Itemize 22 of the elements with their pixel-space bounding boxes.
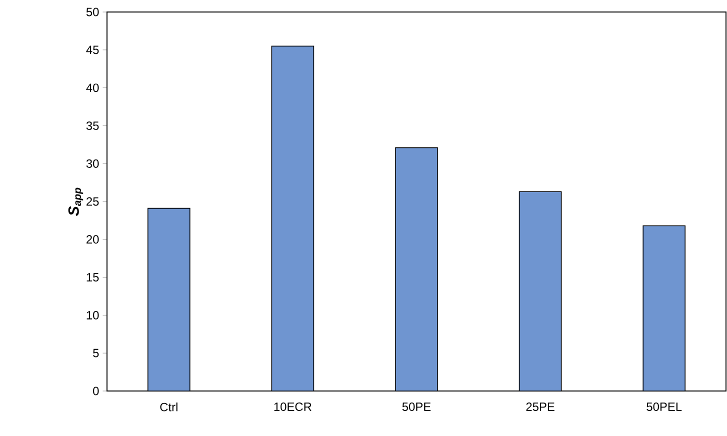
y-tick-label: 25 (86, 197, 99, 206)
bar (271, 46, 314, 391)
bar (395, 147, 438, 391)
y-tick-label: 10 (86, 310, 99, 320)
y-tick-label: 45 (86, 46, 99, 54)
y-tick-label: 15 (86, 273, 99, 282)
x-tick-label: 25PE (526, 402, 554, 411)
y-axis-title: S$_{app}$ (68, 188, 84, 216)
y-tick-label: 0 (93, 386, 99, 396)
x-tick-label: 10ECR (274, 402, 312, 411)
bar (642, 225, 686, 391)
bar (518, 191, 562, 391)
x-tick-label: Ctrl (160, 402, 178, 412)
y-tick-label: 40 (86, 84, 99, 92)
bar (148, 208, 190, 391)
x-tick-label: 50PEL (646, 402, 682, 411)
y-tick-label: 50 (86, 8, 99, 16)
y-tick-label: 35 (86, 121, 99, 130)
y-tick-label: 30 (86, 159, 99, 168)
x-tick-label: 50PE (402, 402, 431, 411)
y-tick-label: 5 (93, 348, 99, 358)
y-tick-label: 20 (86, 235, 99, 244)
